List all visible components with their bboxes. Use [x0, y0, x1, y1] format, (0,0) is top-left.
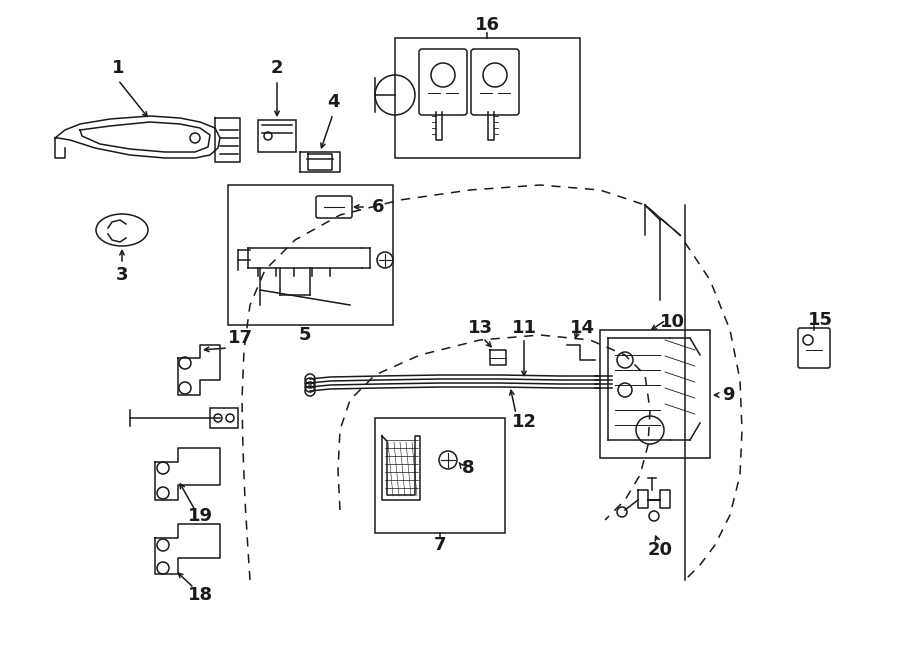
Text: 19: 19 — [187, 507, 212, 525]
Text: 18: 18 — [187, 586, 212, 604]
Text: 15: 15 — [807, 311, 833, 329]
Bar — [228, 185, 393, 325]
Text: 3: 3 — [116, 266, 128, 284]
Text: 9: 9 — [722, 386, 734, 404]
Text: 11: 11 — [511, 319, 536, 337]
Bar — [210, 408, 238, 428]
Text: 8: 8 — [462, 459, 474, 477]
Bar — [258, 120, 296, 152]
Bar — [600, 330, 710, 458]
Text: 4: 4 — [327, 93, 339, 111]
Text: 6: 6 — [372, 198, 384, 216]
Bar — [395, 38, 580, 158]
Text: 20: 20 — [647, 541, 672, 559]
Bar — [375, 418, 505, 533]
Text: 17: 17 — [228, 329, 253, 347]
Text: 14: 14 — [570, 319, 595, 337]
Text: 13: 13 — [467, 319, 492, 337]
Text: 12: 12 — [511, 413, 536, 431]
Text: 1: 1 — [112, 59, 124, 77]
Text: 7: 7 — [434, 536, 446, 554]
Text: 16: 16 — [474, 16, 500, 34]
Text: 5: 5 — [299, 326, 311, 344]
Text: 10: 10 — [660, 313, 685, 331]
Text: 2: 2 — [271, 59, 284, 77]
